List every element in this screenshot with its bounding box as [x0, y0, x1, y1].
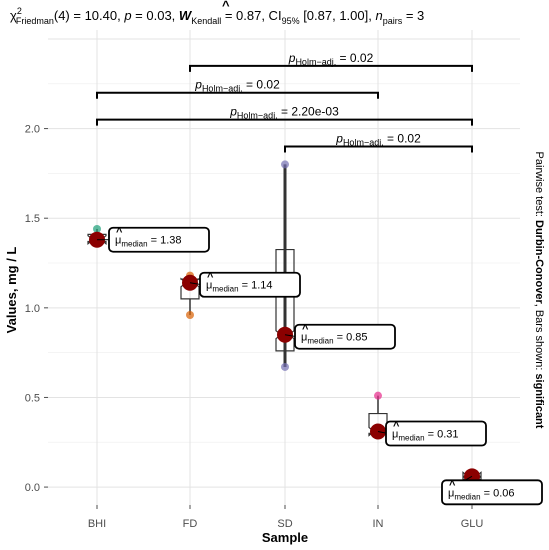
- comparison-p-label: pHolm−adj. = 0.02: [335, 132, 421, 148]
- median-label-box: [108, 226, 210, 253]
- median-label-text: μmedian = 0.06: [448, 487, 515, 501]
- median-label-hat: ^: [116, 227, 123, 239]
- y-tick-label: 0.5: [25, 392, 40, 404]
- data-point: [281, 362, 289, 371]
- median-label-text: μmedian = 0.31: [392, 429, 459, 443]
- comparison-bracket: [96, 118, 473, 126]
- label-layer: μmedian = 1.38^μmedian = 1.14^μmedian = …: [97, 226, 543, 506]
- comparison-p-label: pHolm−adj. = 0.02: [194, 78, 280, 94]
- axis-layer: 0.0 0.5 1.0 1.5 2.0 BHI FD SD IN GLU: [25, 124, 484, 530]
- comparison-bracket: [189, 64, 473, 72]
- y-tick-label: 2.0: [25, 124, 40, 136]
- x-tick-label: BHI: [88, 518, 106, 530]
- chart-title: χ2 Friedman(4) = 10.40, p = 0.03, WKendal…: [10, 6, 424, 26]
- median-label-hat: ^: [449, 479, 456, 491]
- y-tick-label: 1.5: [25, 213, 40, 225]
- median-label-box: [441, 479, 543, 506]
- title-w-hat: ^: [222, 0, 230, 13]
- median-label-text: μmedian = 1.38: [115, 235, 182, 249]
- median-label-text: μmedian = 0.85: [301, 332, 368, 346]
- comparison-bracket: [96, 91, 379, 99]
- caption-text: Pairwise test: Durbin-Conover, Bars show…: [533, 152, 545, 429]
- median-label-hat: ^: [393, 421, 400, 433]
- x-tick-label: FD: [183, 518, 198, 530]
- median-label-box: [294, 323, 396, 350]
- comparison-p-label: pHolm−adj. = 0.02: [288, 51, 374, 67]
- x-tick-label: IN: [373, 518, 384, 530]
- data-point: [93, 224, 101, 233]
- x-tick-label: GLU: [461, 518, 484, 530]
- y-tick-label: 1.0: [25, 303, 40, 315]
- y-tick-label: 0.0: [25, 482, 40, 494]
- median-label-hat: ^: [302, 324, 309, 336]
- comparison-bracket: [284, 145, 473, 153]
- median-label-box: [385, 420, 487, 447]
- x-tick-label: SD: [277, 518, 292, 530]
- median-label-hat: ^: [207, 272, 214, 284]
- y-axis-title: Values, mg / L: [4, 247, 19, 334]
- median-label-box: [199, 271, 301, 298]
- median-label-text: μmedian = 1.14: [206, 280, 273, 294]
- comparison-layer: pHolm−adj. = 0.02 pHolm−adj. = 0.02 pHolm−…: [96, 51, 473, 153]
- data-point: [281, 160, 289, 169]
- comparison-p-label: pHolm−adj. = 2.20e-03: [229, 105, 339, 121]
- x-axis-title: Sample: [262, 530, 308, 545]
- data-point: [186, 311, 194, 319]
- data-point: [374, 391, 382, 400]
